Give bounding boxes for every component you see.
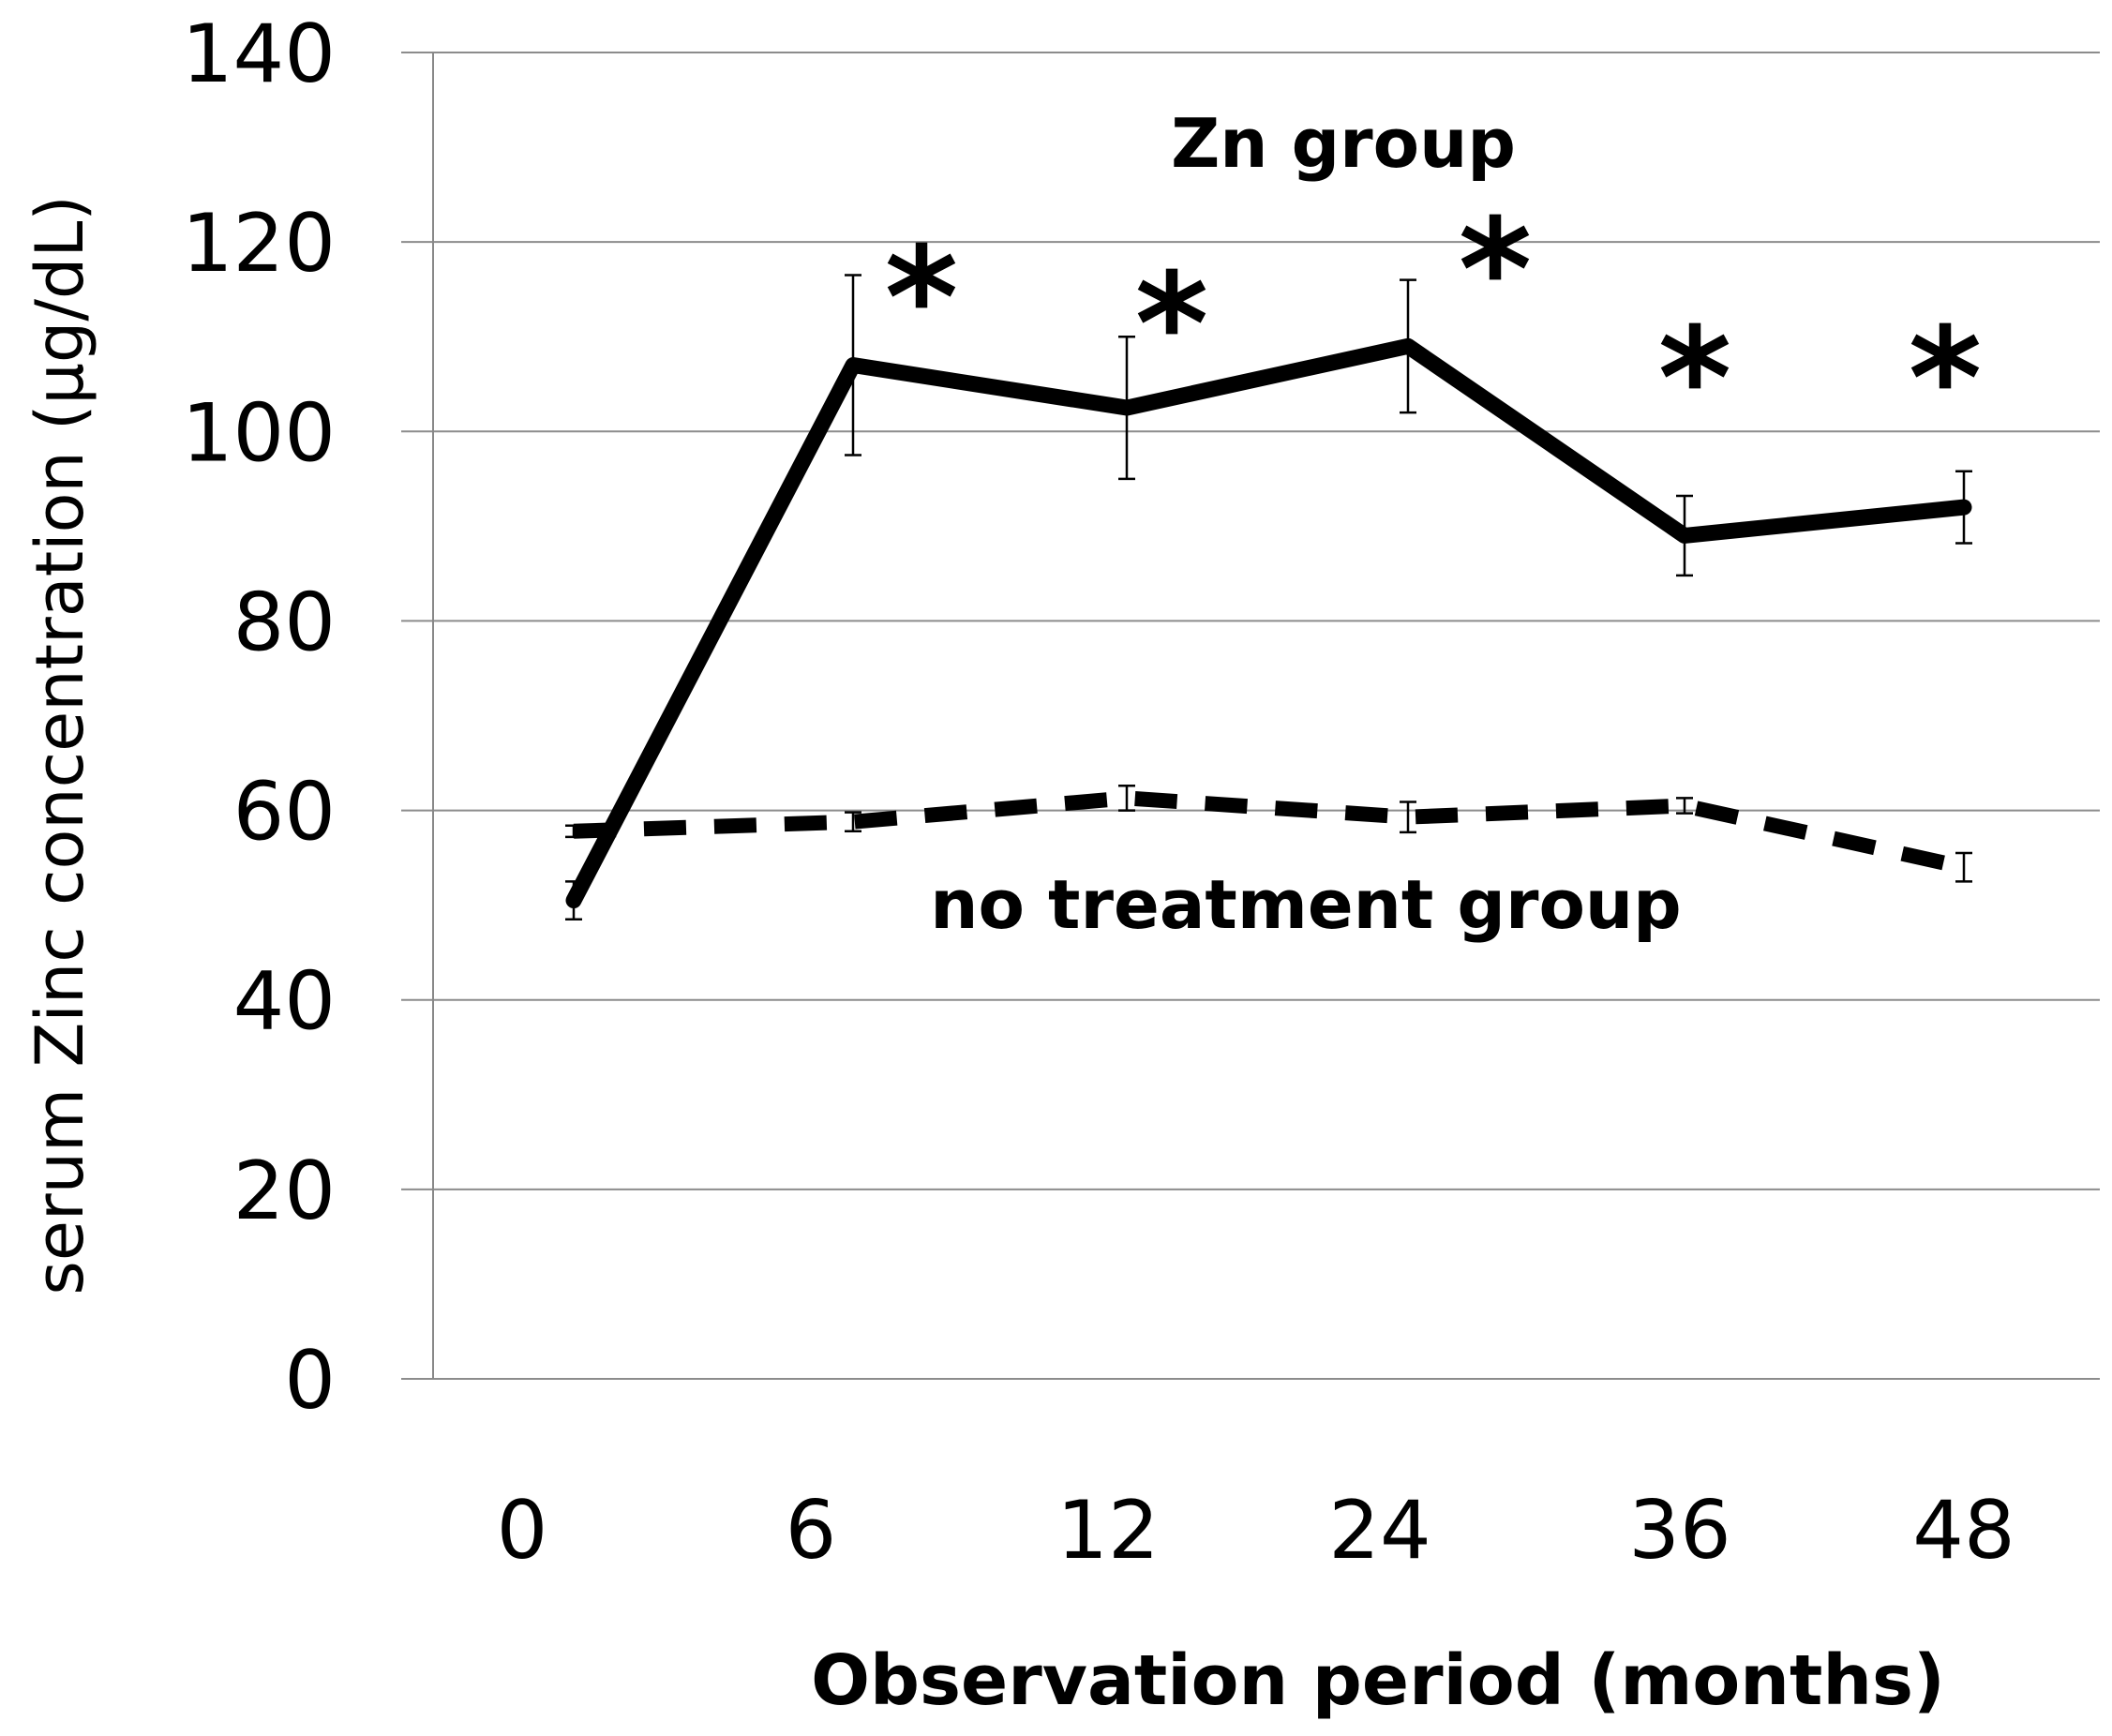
y-tick-label: 140 [182, 7, 336, 101]
series-line-zn-group [565, 337, 1972, 909]
series-label-no-treatment: no treatment group [930, 865, 1681, 944]
x-tick-label: 6 [786, 1484, 837, 1578]
x-tick-label: 12 [1056, 1484, 1159, 1578]
y-tick-label: 60 [233, 766, 336, 860]
significance-markers: * * * * * [885, 189, 1982, 461]
x-tick-label: 36 [1628, 1484, 1730, 1578]
significance-star: * [1459, 189, 1532, 352]
x-tick-label: 48 [1912, 1484, 2015, 1578]
x-tick-label: 0 [497, 1484, 548, 1578]
y-tick-label: 20 [233, 1145, 336, 1238]
gridlines [401, 52, 2100, 1380]
significance-star: * [885, 217, 958, 381]
y-tick-labels: 0 20 40 60 80 100 120 140 [182, 7, 336, 1428]
x-tick-label: 24 [1328, 1484, 1430, 1578]
series-label-zn: Zn group [1171, 104, 1516, 183]
y-tick-label: 120 [182, 197, 336, 291]
series-lines [565, 337, 1972, 909]
y-axis-title: serum Zinc concentration (μg/dL) [22, 195, 98, 1295]
series-line-no-treatment-group [573, 790, 1966, 875]
y-tick-label: 0 [284, 1334, 336, 1428]
y-tick-label: 80 [233, 576, 336, 669]
significance-star: * [1909, 298, 1982, 461]
y-tick-label: 40 [233, 955, 336, 1049]
x-axis-title: Observation period (months) [811, 1640, 1945, 1721]
significance-star: * [1658, 298, 1731, 461]
significance-star: * [1135, 244, 1208, 407]
y-tick-label: 100 [182, 386, 336, 480]
x-tick-labels: 0 6 12 24 36 48 [497, 1484, 2015, 1578]
